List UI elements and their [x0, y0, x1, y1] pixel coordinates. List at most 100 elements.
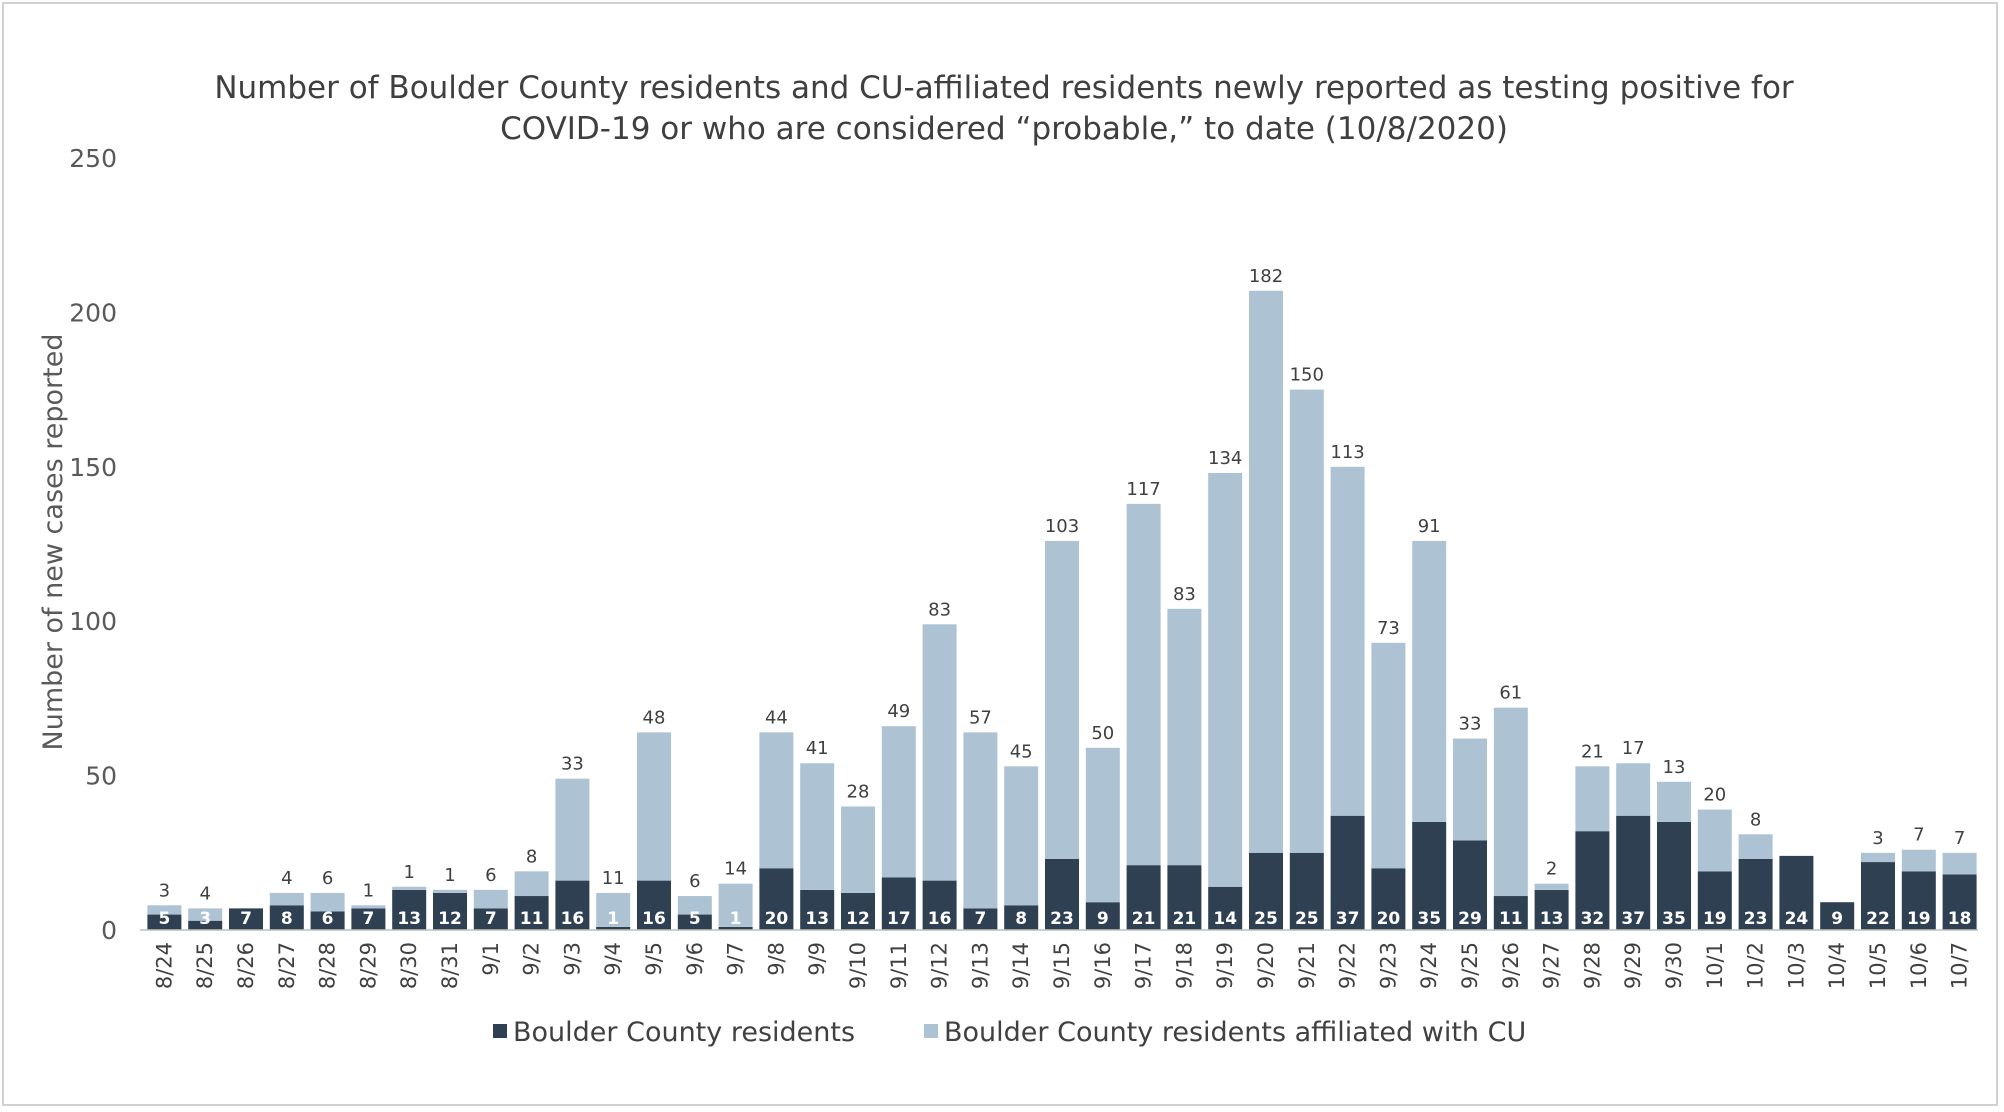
legend-swatch-cu	[924, 1024, 938, 1038]
bar-boulder-residents	[677, 914, 712, 930]
data-label-cu: 91	[1418, 516, 1441, 537]
data-label-boulder: 9	[1831, 909, 1843, 929]
x-tick-label: 10/7	[1948, 942, 1972, 989]
bar-boulder-residents	[596, 926, 631, 930]
data-label-boulder: 7	[362, 909, 374, 929]
x-tick-label: 10/5	[1866, 942, 1890, 989]
bar-cu-affiliated	[677, 896, 712, 915]
x-tick-label: 9/17	[1132, 942, 1156, 989]
bar-boulder-residents	[1330, 815, 1365, 930]
x-tick-label: 9/23	[1376, 942, 1400, 989]
x-tick-label: 8/29	[356, 942, 380, 989]
bar-boulder-residents	[637, 880, 671, 930]
bar-cu-affiliated	[1208, 472, 1243, 887]
bar-cu-affiliated	[1085, 747, 1120, 903]
data-label-boulder: 21	[1173, 909, 1197, 929]
data-label-boulder: 18	[1948, 909, 1972, 929]
x-tick-label: 9/4	[601, 942, 625, 976]
data-label-boulder: 35	[1417, 909, 1441, 929]
data-label-cu: 33	[561, 754, 584, 775]
data-label-boulder: 14	[1213, 909, 1237, 929]
bar-cu-affiliated	[147, 905, 182, 915]
bar-boulder-residents	[1371, 868, 1406, 930]
data-label-cu: 2	[1546, 859, 1557, 880]
data-label-boulder: 3	[199, 909, 211, 929]
bar-cu-affiliated	[514, 871, 549, 897]
data-label-boulder: 9	[1097, 909, 1109, 929]
data-label-cu: 6	[322, 868, 333, 889]
x-tick-label: 8/28	[316, 942, 340, 989]
legend: Boulder County residents Boulder County …	[493, 1017, 1526, 1048]
data-label-cu: 33	[1459, 714, 1482, 735]
data-label-cu: 6	[689, 871, 700, 892]
x-tick-label: 9/13	[968, 942, 992, 989]
x-tick-label: 9/2	[520, 942, 544, 976]
data-label-cu: 14	[724, 859, 747, 880]
bar-cu-affiliated	[1453, 738, 1487, 841]
x-tick-label: 9/27	[1540, 942, 1564, 989]
data-label-cu: 7	[1913, 825, 1924, 846]
data-label-cu: 83	[1173, 584, 1196, 605]
bar-boulder-residents	[1208, 886, 1243, 930]
bar-boulder-residents	[555, 880, 590, 930]
data-label-boulder: 29	[1458, 909, 1482, 929]
data-label-cu: 44	[765, 707, 788, 728]
bar-boulder-residents	[1697, 871, 1732, 930]
data-label-boulder: 20	[1377, 909, 1401, 929]
x-tick-label: 10/4	[1825, 942, 1849, 989]
bar-boulder-residents	[1289, 852, 1324, 930]
chart-title-line-1: Number of Boulder County residents and C…	[214, 70, 1794, 106]
legend-label-cu: Boulder County residents affiliated with…	[944, 1017, 1526, 1048]
y-axis-ticks: 0 50 100 150 200 250	[69, 144, 117, 945]
bar-cu-affiliated	[1126, 503, 1161, 866]
data-label-cu: 1	[403, 862, 414, 883]
data-label-cu: 4	[281, 868, 292, 889]
bar-boulder-residents	[1126, 865, 1161, 930]
bar-cu-affiliated	[1534, 883, 1569, 890]
bar-cu-affiliated	[841, 806, 875, 893]
data-label-cu: 28	[847, 781, 870, 802]
bar-cu-affiliated	[963, 732, 998, 909]
bar-cu-affiliated	[555, 778, 590, 881]
legend-swatch-boulder	[493, 1024, 507, 1038]
x-tick-label: 9/11	[887, 942, 911, 989]
bar-boulder-residents	[1453, 840, 1487, 930]
x-tick-label: 8/24	[152, 942, 176, 989]
y-tick-label: 100	[69, 607, 117, 636]
data-label-boulder: 19	[1907, 909, 1931, 929]
bar-cu-affiliated	[433, 889, 467, 893]
x-tick-label: 9/3	[560, 942, 584, 976]
x-tick-label: 9/20	[1254, 942, 1278, 989]
bar-boulder-residents	[922, 880, 957, 930]
data-label-boulder: 5	[158, 909, 170, 929]
bar-cu-affiliated	[1575, 766, 1610, 832]
bar-cu-affiliated	[1861, 852, 1895, 863]
data-label-boulder: 7	[485, 909, 497, 929]
y-tick-label: 0	[101, 916, 117, 945]
data-label-cu: 45	[1010, 741, 1033, 762]
data-label-boulder: 16	[561, 909, 585, 929]
data-label-boulder: 23	[1050, 909, 1074, 929]
data-label-boulder: 8	[1015, 909, 1027, 929]
data-label-boulder: 5	[689, 909, 701, 929]
data-label-cu: 57	[969, 707, 992, 728]
bar-boulder-residents	[392, 889, 427, 930]
bar-boulder-residents	[963, 908, 998, 930]
data-label-cu: 41	[806, 738, 829, 759]
data-label-cu: 1	[363, 880, 374, 901]
data-label-cu: 103	[1045, 516, 1079, 537]
x-tick-label: 9/26	[1499, 942, 1523, 989]
data-label-cu: 13	[1663, 757, 1686, 778]
bar-boulder-residents	[1575, 831, 1610, 930]
x-tick-label: 10/6	[1907, 942, 1931, 989]
bar-cu-affiliated	[1004, 766, 1039, 906]
data-label-cu: 182	[1249, 266, 1283, 287]
bar-boulder-residents	[473, 908, 508, 930]
data-label-cu: 113	[1330, 442, 1364, 463]
bar-boulder-residents	[1901, 871, 1936, 930]
bar-cu-affiliated	[1942, 852, 1977, 875]
x-tick-label: 9/1	[479, 942, 503, 976]
data-label-boulder: 11	[520, 909, 544, 929]
data-label-boulder: 1	[730, 909, 742, 929]
bar-boulder-residents	[881, 877, 916, 930]
